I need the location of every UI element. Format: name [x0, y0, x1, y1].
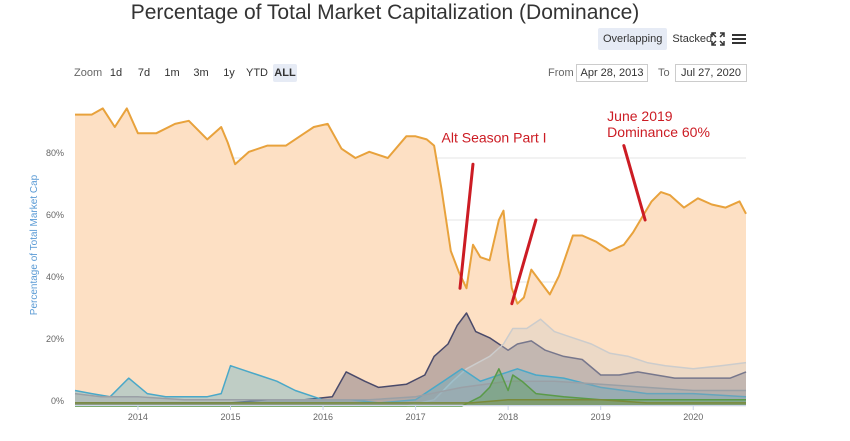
x-tick-label: 2020	[683, 412, 703, 422]
x-tick-label: 2014	[128, 412, 148, 422]
series-line-5	[75, 368, 746, 407]
y-tick-label: 20%	[46, 334, 64, 344]
y-tick-label: 0%	[51, 396, 64, 406]
hamburger-menu-icon[interactable]	[731, 31, 747, 47]
zoom-1y-button[interactable]: 1y	[223, 67, 235, 79]
zoom-3m-button[interactable]: 3m	[193, 67, 209, 79]
series-area-0	[75, 108, 746, 407]
zoom-7d-button[interactable]: 7d	[137, 67, 151, 79]
series-line-6	[75, 399, 746, 404]
x-tick-label: 2019	[591, 412, 611, 422]
y-axis-label: Percentage of Total Market Cap	[29, 174, 40, 315]
annotation-arrow-2	[622, 144, 647, 222]
annotation-arrow-1	[510, 218, 538, 306]
range-to-label: To	[658, 67, 670, 79]
series-layer	[74, 107, 747, 407]
y-tick-label: 60%	[46, 210, 64, 220]
zoom-1m-button[interactable]: 1m	[164, 67, 180, 79]
annotation-arrow-0	[458, 162, 475, 290]
series-area-3	[75, 365, 746, 406]
y-tick-label: 80%	[46, 148, 64, 158]
annotation-label-0: Alt Season Part I	[442, 130, 547, 146]
stacked-button[interactable]: Stacked	[672, 33, 713, 45]
overlapping-button[interactable]: Overlapping	[598, 28, 668, 50]
series-line-0	[75, 107, 747, 305]
zoom-label: Zoom	[74, 67, 103, 79]
range-from-label: From	[548, 67, 574, 79]
chart-title: Percentage of Total Market Capitalizatio…	[130, 1, 640, 24]
expand-icon[interactable]	[710, 31, 726, 47]
annotation-label-2: Dominance 60%	[607, 124, 710, 140]
x-tick-label: 2016	[313, 412, 333, 422]
x-tick-label: 2017	[406, 412, 426, 422]
zoom-all-button[interactable]: ALL	[273, 64, 297, 82]
series-area-2	[75, 319, 746, 406]
display-mode-toggle: Overlapping Stacked	[598, 28, 717, 50]
x-tick-label: 2018	[498, 412, 518, 422]
axes: 0% 20% 40% 60% 80% 2014 2015 2016 2017 2018 2019 20…	[46, 148, 746, 422]
zoom-1d-button[interactable]: 1d	[109, 67, 123, 79]
range-from-input[interactable]: Apr 28, 2013	[576, 64, 648, 82]
annotation-label-2: June 2019	[607, 108, 673, 124]
zoom-ytd-button[interactable]: YTD	[246, 67, 268, 79]
x-tick-label: 2015	[220, 412, 240, 422]
range-to-input[interactable]: Jul 27, 2020	[675, 64, 747, 82]
series-line-4	[74, 380, 746, 401]
annotations: Alt Season Part IAlt Season Part IIJune …	[442, 108, 710, 306]
y-tick-label: 40%	[46, 272, 64, 282]
